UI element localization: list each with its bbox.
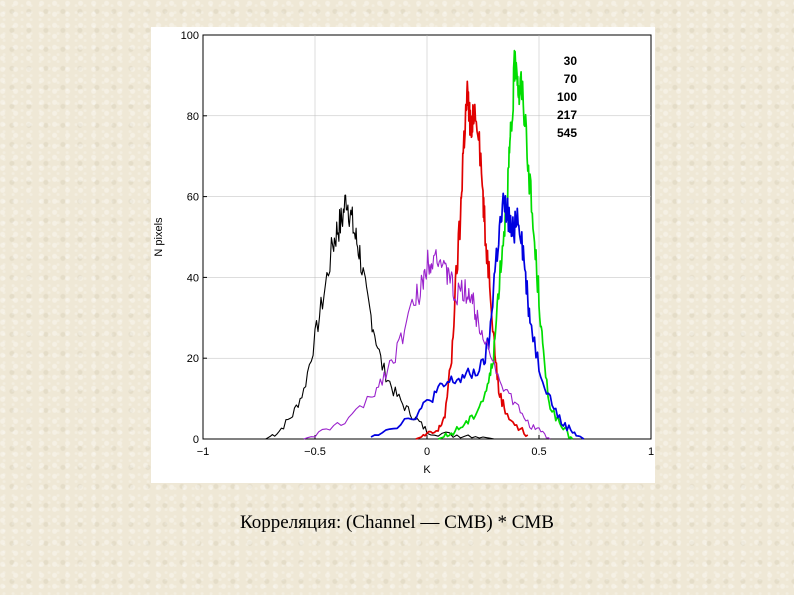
legend-entry-545: 545 bbox=[557, 126, 577, 140]
legend-entry-217: 217 bbox=[557, 108, 577, 122]
axis-ticks: 0 20 40 60 80 100 −1 −0.5 0 0.5 1 bbox=[181, 30, 654, 458]
legend: 30 70 100 217 545 bbox=[557, 54, 577, 140]
series-line-30 bbox=[265, 194, 495, 440]
y-tick-label: 60 bbox=[187, 192, 199, 204]
series-line-100 bbox=[437, 49, 574, 440]
series-layer bbox=[265, 49, 585, 440]
y-tick-label: 100 bbox=[181, 30, 199, 42]
legend-entry-100: 100 bbox=[557, 90, 577, 104]
legend-entry-70: 70 bbox=[564, 72, 578, 86]
y-tick-label: 0 bbox=[193, 434, 199, 446]
slide-caption: Корреляция: (Channel — CMB) * CMB bbox=[240, 512, 554, 533]
legend-entry-30: 30 bbox=[564, 54, 578, 68]
series-line-217 bbox=[370, 192, 585, 440]
y-axis-label: N pixels bbox=[153, 217, 165, 257]
chart-svg: 0 20 40 60 80 100 −1 −0.5 0 0.5 1 K N pixels 30 70 1… bbox=[153, 30, 654, 476]
x-axis-label: K bbox=[423, 464, 431, 476]
series-line-70 bbox=[415, 80, 529, 440]
x-tick-label: 0 bbox=[424, 446, 430, 458]
x-tick-label: −1 bbox=[197, 446, 210, 458]
x-tick-label: 1 bbox=[648, 446, 654, 458]
grid bbox=[203, 35, 651, 439]
series-line-545 bbox=[303, 249, 551, 440]
chart-figure: 0 20 40 60 80 100 −1 −0.5 0 0.5 1 K N pixels 30 70 1… bbox=[151, 27, 655, 483]
x-tick-label: −0.5 bbox=[304, 446, 326, 458]
y-tick-label: 80 bbox=[187, 111, 199, 123]
y-tick-label: 20 bbox=[187, 353, 199, 365]
x-tick-label: 0.5 bbox=[531, 446, 546, 458]
y-tick-label: 40 bbox=[187, 272, 199, 284]
